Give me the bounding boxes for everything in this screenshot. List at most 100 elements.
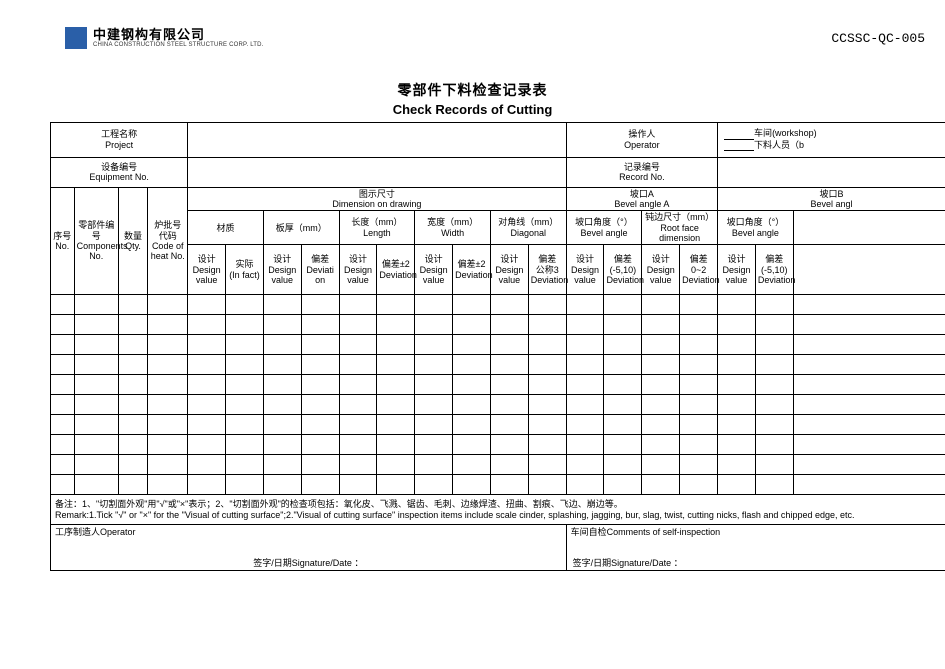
table-cell[interactable] bbox=[755, 295, 793, 315]
table-cell[interactable] bbox=[528, 455, 566, 475]
table-cell[interactable] bbox=[377, 355, 415, 375]
table-cell[interactable] bbox=[490, 375, 528, 395]
table-cell[interactable] bbox=[301, 395, 339, 415]
table-cell[interactable] bbox=[755, 455, 793, 475]
table-cell[interactable] bbox=[680, 395, 718, 415]
table-cell[interactable] bbox=[226, 475, 264, 495]
table-cell[interactable] bbox=[680, 415, 718, 435]
table-cell[interactable] bbox=[74, 415, 118, 435]
table-cell[interactable] bbox=[528, 315, 566, 335]
table-cell[interactable] bbox=[377, 455, 415, 475]
table-cell[interactable] bbox=[793, 395, 945, 415]
table-cell[interactable] bbox=[490, 335, 528, 355]
table-cell[interactable] bbox=[339, 475, 377, 495]
table-cell[interactable] bbox=[415, 335, 453, 355]
table-cell[interactable] bbox=[718, 375, 756, 395]
table-cell[interactable] bbox=[226, 335, 264, 355]
signature-date-right[interactable]: 签字/日期Signature/Date ： bbox=[566, 541, 945, 571]
table-cell[interactable] bbox=[415, 475, 453, 495]
table-cell[interactable] bbox=[793, 355, 945, 375]
table-cell[interactable] bbox=[263, 475, 301, 495]
table-cell[interactable] bbox=[148, 455, 188, 475]
table-cell[interactable] bbox=[118, 335, 147, 355]
table-cell[interactable] bbox=[793, 435, 945, 455]
table-cell[interactable] bbox=[118, 315, 147, 335]
table-cell[interactable] bbox=[528, 415, 566, 435]
table-cell[interactable] bbox=[188, 375, 226, 395]
table-cell[interactable] bbox=[453, 415, 491, 435]
table-cell[interactable] bbox=[415, 395, 453, 415]
table-cell[interactable] bbox=[263, 355, 301, 375]
table-cell[interactable] bbox=[680, 315, 718, 335]
table-cell[interactable] bbox=[226, 455, 264, 475]
table-cell[interactable] bbox=[188, 295, 226, 315]
table-cell[interactable] bbox=[566, 455, 604, 475]
table-cell[interactable] bbox=[377, 375, 415, 395]
table-cell[interactable] bbox=[118, 355, 147, 375]
table-cell[interactable] bbox=[604, 415, 642, 435]
table-cell[interactable] bbox=[301, 475, 339, 495]
table-cell[interactable] bbox=[680, 455, 718, 475]
table-cell[interactable] bbox=[680, 335, 718, 355]
table-cell[interactable] bbox=[566, 335, 604, 355]
table-cell[interactable] bbox=[793, 375, 945, 395]
table-cell[interactable] bbox=[604, 295, 642, 315]
table-cell[interactable] bbox=[74, 375, 118, 395]
table-cell[interactable] bbox=[755, 395, 793, 415]
table-cell[interactable] bbox=[604, 355, 642, 375]
table-cell[interactable] bbox=[528, 295, 566, 315]
table-cell[interactable] bbox=[377, 335, 415, 355]
table-cell[interactable] bbox=[226, 295, 264, 315]
table-cell[interactable] bbox=[74, 455, 118, 475]
table-cell[interactable] bbox=[793, 315, 945, 335]
table-cell[interactable] bbox=[642, 295, 680, 315]
table-cell[interactable] bbox=[453, 355, 491, 375]
table-cell[interactable] bbox=[793, 455, 945, 475]
table-cell[interactable] bbox=[566, 315, 604, 335]
table-cell[interactable] bbox=[51, 335, 74, 355]
table-cell[interactable] bbox=[490, 395, 528, 415]
table-cell[interactable] bbox=[718, 335, 756, 355]
table-cell[interactable] bbox=[51, 315, 74, 335]
table-cell[interactable] bbox=[642, 355, 680, 375]
table-cell[interactable] bbox=[118, 415, 147, 435]
table-cell[interactable] bbox=[453, 395, 491, 415]
table-cell[interactable] bbox=[74, 295, 118, 315]
table-cell[interactable] bbox=[74, 475, 118, 495]
table-cell[interactable] bbox=[604, 375, 642, 395]
table-cell[interactable] bbox=[566, 415, 604, 435]
table-cell[interactable] bbox=[604, 335, 642, 355]
table-cell[interactable] bbox=[528, 335, 566, 355]
table-cell[interactable] bbox=[301, 415, 339, 435]
table-cell[interactable] bbox=[718, 395, 756, 415]
table-cell[interactable] bbox=[263, 335, 301, 355]
table-cell[interactable] bbox=[755, 355, 793, 375]
table-cell[interactable] bbox=[566, 295, 604, 315]
table-cell[interactable] bbox=[377, 415, 415, 435]
table-cell[interactable] bbox=[226, 375, 264, 395]
table-cell[interactable] bbox=[604, 395, 642, 415]
table-cell[interactable] bbox=[339, 295, 377, 315]
table-cell[interactable] bbox=[188, 455, 226, 475]
table-cell[interactable] bbox=[301, 455, 339, 475]
table-cell[interactable] bbox=[226, 395, 264, 415]
table-cell[interactable] bbox=[377, 315, 415, 335]
table-cell[interactable] bbox=[148, 415, 188, 435]
table-cell[interactable] bbox=[263, 435, 301, 455]
table-cell[interactable] bbox=[490, 455, 528, 475]
table-cell[interactable] bbox=[188, 435, 226, 455]
table-cell[interactable] bbox=[755, 315, 793, 335]
table-cell[interactable] bbox=[226, 355, 264, 375]
table-cell[interactable] bbox=[301, 335, 339, 355]
table-cell[interactable] bbox=[148, 475, 188, 495]
field-project[interactable] bbox=[188, 123, 566, 157]
table-cell[interactable] bbox=[51, 455, 74, 475]
table-cell[interactable] bbox=[377, 435, 415, 455]
table-cell[interactable] bbox=[415, 415, 453, 435]
table-cell[interactable] bbox=[528, 435, 566, 455]
table-cell[interactable] bbox=[74, 435, 118, 455]
table-cell[interactable] bbox=[642, 415, 680, 435]
table-cell[interactable] bbox=[642, 475, 680, 495]
table-cell[interactable] bbox=[118, 295, 147, 315]
table-cell[interactable] bbox=[415, 355, 453, 375]
